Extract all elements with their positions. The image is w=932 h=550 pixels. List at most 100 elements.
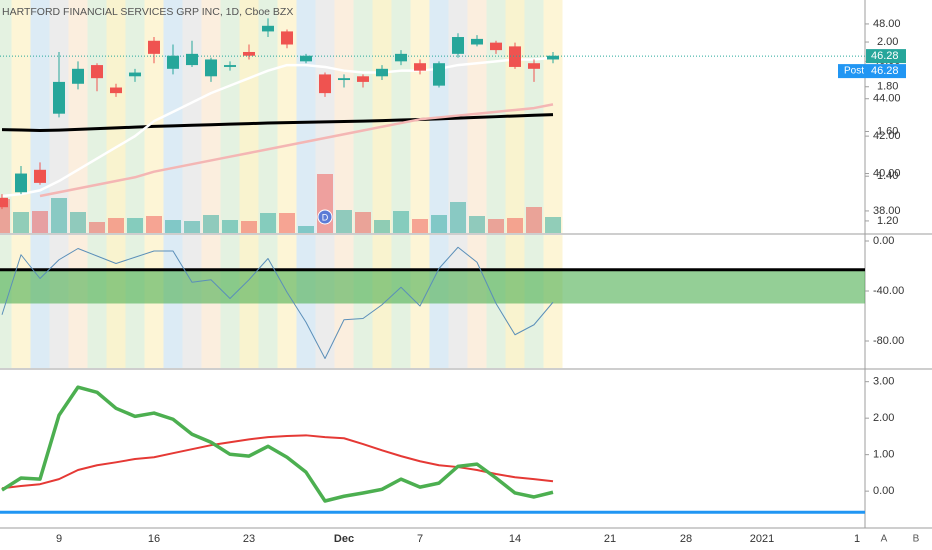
y-tick-label: 1.60 [877, 125, 898, 137]
volume-bar [336, 210, 352, 233]
y-tick-label: 1.20 [877, 215, 898, 227]
candle-body [53, 81, 65, 114]
candle-body [300, 55, 312, 62]
candle-body [243, 51, 255, 56]
day-stripe [410, 0, 430, 233]
day-stripe [0, 0, 12, 233]
volume-bar [355, 212, 371, 233]
last-price-label: 46.28 [871, 50, 899, 62]
day-stripe [125, 0, 145, 233]
dividend-marker: D [317, 209, 333, 225]
candle-body [319, 74, 331, 94]
volume-bar [127, 218, 143, 233]
volume-bar [32, 211, 48, 233]
y-tick-label: -80.00 [873, 335, 904, 347]
chart-title: HARTFORD FINANCIAL SERVICES GRP INC, 1D,… [2, 6, 293, 18]
volume-bar [51, 198, 67, 233]
candle-body [110, 87, 122, 94]
volume-bar [431, 215, 447, 233]
volume-bar [184, 221, 200, 233]
post-box [838, 64, 906, 79]
day-stripe [391, 0, 411, 233]
y-tick-label: 1.80 [877, 81, 898, 93]
day-stripe [163, 0, 183, 233]
day-stripe [30, 0, 50, 233]
volume-bar [13, 212, 29, 233]
volume-bar [241, 221, 257, 233]
volume-bar [469, 216, 485, 233]
indicator-line [1, 113, 554, 133]
y-tick-label: 1.40 [877, 170, 898, 182]
day-stripe [11, 0, 31, 233]
day-stripe [296, 0, 316, 233]
day-stripe [201, 0, 221, 233]
y-tick-label: 2.00 [873, 412, 894, 424]
post-tag: Post [844, 66, 864, 77]
candle-body [338, 78, 350, 81]
x-tick-label: 21 [604, 533, 616, 545]
candle-body [15, 173, 27, 193]
y-tick-label: 44.00 [873, 93, 901, 105]
day-stripe [144, 0, 164, 233]
volume-bar [0, 199, 10, 233]
volume-bar [393, 211, 409, 233]
day-stripe [543, 0, 563, 233]
y-tick-label: 48.00 [873, 18, 901, 30]
x-tick-label: 9 [56, 533, 62, 545]
candle-body [186, 53, 198, 66]
volume-bar [545, 217, 561, 233]
volume-bar [260, 213, 276, 233]
x-tick-label: 7 [417, 533, 423, 545]
indicator-line [1, 385, 554, 503]
volume-bar [412, 219, 428, 233]
candle-body [167, 55, 179, 69]
candle-body [72, 68, 84, 84]
marker-circle [317, 209, 333, 225]
y-tick-label: 38.00 [873, 205, 901, 217]
volume-bar [203, 215, 219, 233]
volume-bar [70, 212, 86, 233]
candle-body [91, 65, 103, 79]
day-stripe [258, 0, 278, 233]
volume-bar [507, 218, 523, 233]
x-tick-label: Dec [334, 533, 354, 545]
y-tick-label: 2.00 [877, 36, 898, 48]
volume-bar [526, 207, 542, 233]
y-tick-label: 1.00 [873, 449, 894, 461]
x-tick-label: 16 [148, 533, 160, 545]
day-stripe [68, 0, 88, 233]
candle-body [281, 31, 293, 45]
day-stripe [220, 0, 240, 233]
y-tick-label: 0.00 [873, 485, 894, 497]
candle-body [509, 46, 521, 67]
indicator-line [1, 56, 554, 198]
candle-body [414, 63, 426, 71]
y-tick-label: 0.00 [873, 235, 894, 247]
candle-body [224, 65, 236, 67]
volume-bar [89, 222, 105, 233]
band [0, 269, 865, 304]
candle-body [34, 169, 46, 183]
x-tick-label: 1 [854, 533, 860, 545]
candle-body [262, 25, 274, 32]
candle-body [205, 59, 217, 77]
x-tick-label: 2021 [750, 533, 774, 545]
volume-bar [488, 219, 504, 233]
day-stripe [106, 0, 126, 233]
axis-button: A [881, 534, 888, 545]
day-stripe [334, 0, 354, 233]
volume-bar [279, 213, 295, 233]
y-tick-label: 40.00 [873, 167, 901, 179]
post-price: 46.28 [871, 65, 899, 77]
x-tick-label: 28 [680, 533, 692, 545]
day-stripe [353, 0, 373, 233]
volume-bar [222, 220, 238, 233]
volume-bar [165, 220, 181, 233]
last-price-box [866, 49, 906, 64]
candle-body [547, 55, 559, 60]
candle-body [0, 197, 8, 208]
y-tick-label: 3.00 [873, 376, 894, 388]
day-stripe [239, 0, 259, 233]
candle-body [129, 72, 141, 77]
candle-body [395, 53, 407, 62]
